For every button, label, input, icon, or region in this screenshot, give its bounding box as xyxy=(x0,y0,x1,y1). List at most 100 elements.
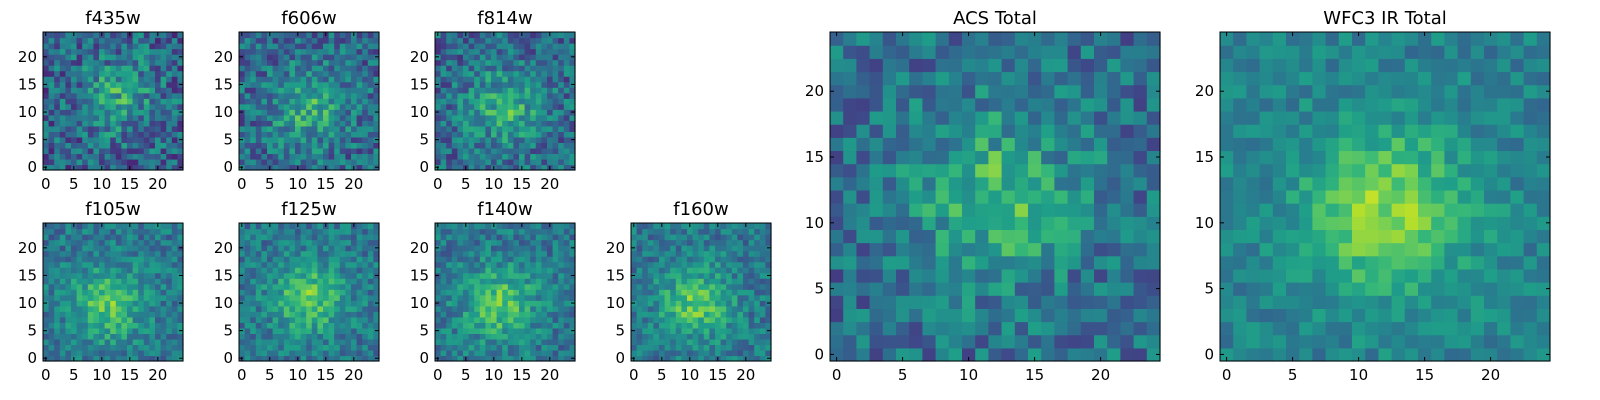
heatmap-cell xyxy=(541,54,548,61)
heatmap-cell xyxy=(563,54,570,61)
heatmap-cell xyxy=(166,158,173,166)
heatmap-cell xyxy=(261,234,268,241)
heatmap-cell xyxy=(239,250,246,257)
heatmap-cell xyxy=(653,294,660,301)
heatmap-cell xyxy=(496,76,503,83)
heatmap-cell xyxy=(440,278,447,285)
heatmap-cell xyxy=(132,153,139,160)
heatmap-cell xyxy=(255,37,262,44)
heatmap-cell xyxy=(440,109,447,116)
heatmap-cell xyxy=(507,327,514,334)
heatmap-cell xyxy=(121,349,128,357)
heatmap-cell xyxy=(670,333,677,340)
heatmap-cell xyxy=(530,228,537,235)
heatmap-cell xyxy=(1094,203,1108,217)
heatmap-cell xyxy=(127,120,134,127)
heatmap-cell xyxy=(692,228,699,235)
heatmap-cell xyxy=(328,48,335,55)
heatmap-cell xyxy=(440,355,447,362)
heatmap-cell xyxy=(356,223,363,230)
heatmap-cell xyxy=(171,289,178,296)
heatmap-cell xyxy=(166,267,173,274)
heatmap-cell xyxy=(547,136,554,143)
heatmap-cell xyxy=(43,278,50,285)
heatmap-cell xyxy=(289,311,296,318)
heatmap-cell xyxy=(653,278,660,285)
heatmap-cell xyxy=(300,147,307,155)
heatmap-cell xyxy=(563,147,570,155)
heatmap-cell xyxy=(367,87,374,94)
heatmap-cell xyxy=(87,355,94,362)
heatmap-cell xyxy=(569,234,576,241)
heatmap-cell xyxy=(451,125,458,132)
heatmap-cell xyxy=(306,250,313,257)
heatmap-cell xyxy=(272,300,279,307)
heatmap-cell xyxy=(524,355,531,362)
heatmap-cell xyxy=(474,355,481,362)
heatmap-cell xyxy=(496,153,503,160)
heatmap-cell xyxy=(110,300,117,307)
heatmap-cell xyxy=(323,125,330,132)
heatmap-cell xyxy=(306,76,313,83)
heatmap-cell xyxy=(541,300,548,307)
heatmap-cell xyxy=(54,228,61,235)
heatmap-cell xyxy=(283,316,290,323)
heatmap-cell xyxy=(1120,229,1135,244)
heatmap-cell xyxy=(830,268,844,283)
heatmap-cell xyxy=(636,322,643,329)
heatmap-cell xyxy=(166,70,173,77)
heatmap-cell xyxy=(255,256,262,263)
heatmap-cell xyxy=(356,250,363,257)
heatmap-cell xyxy=(278,142,285,149)
heatmap-cell xyxy=(468,153,475,160)
heatmap-cell xyxy=(71,142,78,149)
heatmap-cell xyxy=(59,59,66,66)
heatmap-cell xyxy=(552,223,559,230)
heatmap-cell xyxy=(65,261,72,268)
heatmap-cell xyxy=(356,114,363,121)
heatmap-cell xyxy=(351,158,358,166)
heatmap-cell xyxy=(435,228,442,235)
heatmap-cell xyxy=(71,322,78,329)
heatmap-cell xyxy=(132,245,139,252)
heatmap-cell xyxy=(373,103,380,110)
heatmap-cell xyxy=(93,65,100,72)
heatmap-cell xyxy=(143,234,150,241)
heatmap-cell xyxy=(468,87,475,94)
heatmap-cell xyxy=(988,176,1003,191)
heatmap-cell xyxy=(530,234,537,241)
heatmap-cell xyxy=(896,334,910,349)
heatmap-cell xyxy=(239,294,246,301)
heatmap-cell xyxy=(43,114,50,121)
heatmap-cell xyxy=(115,355,122,362)
heatmap-cell xyxy=(311,223,318,230)
heatmap-cell xyxy=(1041,229,1055,244)
heatmap-cell xyxy=(261,355,268,362)
heatmap-cell xyxy=(127,261,134,268)
heatmap-cell xyxy=(115,65,122,72)
heatmap-cell xyxy=(530,272,537,279)
heatmap-cell xyxy=(171,43,178,50)
heatmap-cell xyxy=(362,333,369,340)
heatmap-cell xyxy=(513,261,520,268)
heatmap-cell xyxy=(530,92,537,99)
heatmap-cell xyxy=(59,349,66,357)
x-tick-label: 0 xyxy=(629,366,639,384)
heatmap-cell xyxy=(311,87,318,94)
heatmap-cell xyxy=(272,114,279,121)
heatmap-cell xyxy=(435,120,442,127)
heatmap-cell xyxy=(65,256,72,263)
heatmap-cell xyxy=(93,153,100,160)
heatmap-cell xyxy=(569,76,576,83)
heatmap-cell xyxy=(631,294,638,301)
heatmap-cell xyxy=(362,76,369,83)
heatmap-cell xyxy=(272,344,279,351)
heatmap-cell xyxy=(138,239,145,246)
heatmap-cell xyxy=(160,355,167,362)
heatmap-cell xyxy=(317,239,324,246)
heatmap-cell xyxy=(748,294,755,301)
heatmap-cell xyxy=(272,294,279,301)
heatmap-cell xyxy=(289,142,296,149)
heatmap-cell xyxy=(479,228,486,235)
